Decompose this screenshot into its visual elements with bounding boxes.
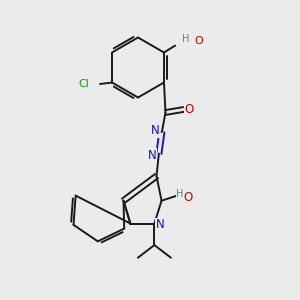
Text: H: H: [176, 189, 184, 199]
Text: O: O: [194, 35, 203, 46]
Text: H: H: [182, 34, 190, 44]
Text: O: O: [185, 103, 194, 116]
Text: N: N: [148, 148, 157, 162]
Text: O: O: [183, 190, 193, 204]
Text: N: N: [151, 124, 160, 137]
Text: Cl: Cl: [79, 79, 89, 89]
Text: N: N: [156, 218, 165, 232]
